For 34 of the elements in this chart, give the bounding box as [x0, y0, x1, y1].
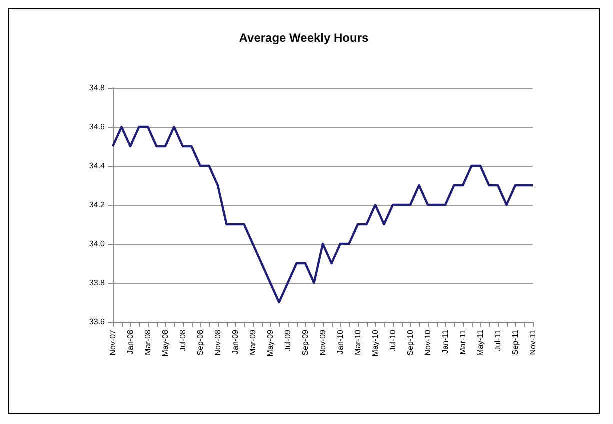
x-tick-label: Mar-09: [248, 329, 258, 356]
x-tick-label: May-10: [371, 329, 380, 357]
x-tick-label: Nov-10: [424, 329, 432, 356]
x-tick-label: May-08: [161, 329, 170, 357]
y-tick-label: 33.8: [89, 278, 106, 288]
x-tick-label: Nov-08: [214, 329, 222, 356]
x-tick-label: May-09: [266, 329, 275, 357]
x-tick-label: Jan-10: [336, 329, 345, 354]
line-series: [112, 126, 534, 304]
x-tick-label: Mar-11: [458, 329, 468, 355]
x-tick-label: Jul-09: [284, 329, 292, 352]
x-tick-label: Sep-10: [406, 329, 415, 356]
x-tick-label: Sep-09: [301, 329, 310, 356]
x-tick-label: Sep-11: [511, 329, 520, 356]
y-tick-label: 34.8: [89, 84, 106, 92]
y-tick-label: 33.6: [89, 318, 106, 326]
x-tick-label: Jul-10: [388, 329, 398, 352]
x-tick-label: Jan-09: [231, 329, 240, 354]
x-tick-label: Jan-11: [441, 329, 450, 354]
x-tick-label: Nov-09: [318, 329, 328, 356]
x-tick-label: Nov-11: [528, 329, 538, 356]
x-tick-label: Sep-08: [196, 329, 205, 356]
x-tick-label: Mar-08: [144, 329, 152, 356]
x-tick-label: Nov-07: [108, 329, 118, 356]
x-tick-label: Mar-10: [354, 329, 362, 356]
y-tick-label: 34.0: [89, 240, 106, 248]
y-tick-label: 34.4: [89, 162, 106, 170]
x-tick-label: Jul-11: [494, 329, 502, 352]
chart-title: Average Weekly Hours: [239, 31, 370, 45]
y-tick-label: 34.6: [89, 122, 106, 132]
y-tick-label: 34.2: [89, 200, 106, 210]
x-tick-label: Jul-08: [178, 329, 188, 352]
x-tick-label: Jan-08: [126, 329, 135, 354]
x-tick-label: May-11: [476, 329, 485, 356]
